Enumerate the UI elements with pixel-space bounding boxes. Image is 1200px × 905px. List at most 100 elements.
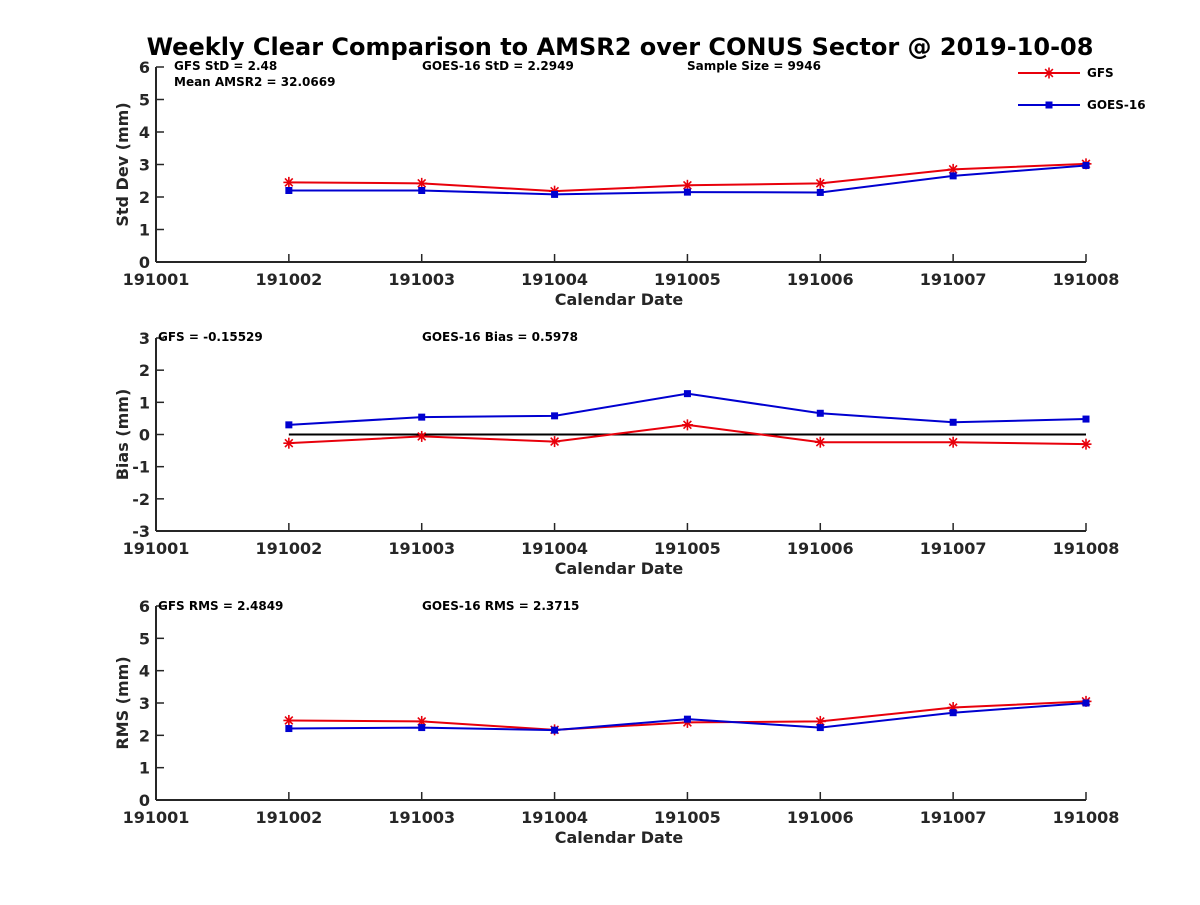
y-tick-label: 0 [139, 426, 150, 445]
data-point-goes-16 [949, 172, 957, 180]
data-point-gfs-stroke-3 [417, 716, 427, 726]
data-point-gfs-stroke-3 [284, 438, 294, 448]
y-tick-label: -2 [132, 490, 150, 509]
y-tick-label: 1 [139, 393, 150, 412]
data-point-gfs-stroke-3 [417, 178, 427, 188]
data-point-goes-16 [816, 409, 824, 417]
data-point-goes-16 [816, 188, 824, 196]
data-point-gfs-stroke-3 [284, 716, 294, 725]
data-point-goes-16 [1082, 161, 1090, 169]
panel-2: -3 -2 -1 0 1 2 3 191001 191002 191003 191004 191005… [113, 329, 1119, 578]
data-point-goes-16 [683, 715, 691, 723]
data-point-goes-16 [551, 190, 559, 198]
x-tick-label: 191005 [654, 808, 721, 827]
x-tick-label: 191002 [255, 808, 322, 827]
stat-annotation: GOES-16 StD = 2.2949 [422, 59, 574, 73]
x-tick-label: 191007 [920, 270, 987, 289]
y-tick-label: 3 [139, 329, 150, 348]
data-point-goes-16 [285, 187, 293, 194]
data-point-gfs [549, 436, 561, 448]
data-point-gfs-stroke-3 [948, 437, 958, 447]
x-tick-label: 191006 [787, 270, 854, 289]
y-tick-label: 6 [139, 58, 150, 77]
y-axis-label: Bias (mm) [113, 389, 132, 481]
x-tick-label: 191006 [787, 808, 854, 827]
y-tick-label: 3 [139, 156, 150, 175]
x-axis-label: Calendar Date [555, 828, 684, 847]
data-point-gfs-stroke-3 [815, 716, 825, 726]
data-point-goes-16 [285, 421, 293, 429]
x-tick-label: 191004 [521, 808, 588, 827]
x-tick-label: 191001 [123, 270, 190, 289]
data-point-gfs-stroke-3 [284, 177, 294, 187]
data-point-goes-16 [551, 412, 559, 420]
data-point-gfs [283, 714, 295, 726]
y-tick-label: 2 [139, 188, 150, 207]
x-tick-label: 191008 [1053, 539, 1120, 558]
data-point-gfs [814, 177, 826, 189]
y-tick-label: 1 [139, 221, 150, 240]
y-tick-label: 4 [139, 662, 150, 681]
y-tick-label: 0 [139, 253, 150, 272]
x-tick-label: 191002 [255, 539, 322, 558]
x-axis-label: Calendar Date [555, 559, 684, 578]
data-point-gfs [814, 436, 826, 448]
data-point-goes-16 [683, 390, 691, 398]
stat-annotation: GOES-16 RMS = 2.3715 [422, 599, 579, 613]
y-tick-label: 1 [139, 759, 150, 778]
data-point-goes-16 [1082, 699, 1090, 707]
stat-annotation: Sample Size = 9946 [687, 59, 821, 73]
data-point-gfs [947, 436, 959, 448]
legend-entry-label: GOES-16 [1087, 98, 1146, 112]
y-axis-label: RMS (mm) [113, 656, 132, 749]
data-point-goes-16 [816, 724, 824, 732]
data-point-gfs-stroke-3 [1081, 439, 1091, 449]
y-tick-label: -3 [132, 522, 150, 541]
y-tick-label: 0 [139, 791, 150, 810]
data-point-gfs-stroke-3 [682, 180, 692, 190]
stat-annotation: Mean AMSR2 = 32.0669 [174, 75, 335, 89]
x-tick-label: 191008 [1053, 270, 1120, 289]
x-tick-label: 191007 [920, 808, 987, 827]
legend-marker-stroke-3 [1044, 68, 1054, 78]
y-tick-label: 4 [139, 123, 150, 142]
data-point-gfs [416, 430, 428, 442]
data-point-goes-16 [683, 188, 691, 196]
data-point-gfs-stroke-3 [550, 437, 560, 447]
legend-marker [1043, 67, 1055, 79]
x-tick-label: 191003 [388, 270, 455, 289]
y-tick-label: 3 [139, 694, 150, 713]
panel-3: 0 1 2 3 4 5 6 191001 191002 191003 191004 191005 191… [113, 597, 1119, 847]
x-axis-label: Calendar Date [555, 290, 684, 309]
data-point-gfs [1080, 438, 1092, 450]
y-axis-label: Std Dev (mm) [113, 102, 132, 226]
x-tick-label: 191005 [654, 539, 721, 558]
stat-annotation: GFS = -0.15529 [158, 330, 263, 344]
legend-entry-label: GFS [1087, 66, 1114, 80]
y-tick-label: 2 [139, 361, 150, 380]
x-tick-label: 191002 [255, 270, 322, 289]
data-point-gfs [283, 176, 295, 188]
data-point-goes-16 [1082, 415, 1090, 423]
data-point-goes-16 [418, 724, 426, 732]
x-tick-label: 191003 [388, 539, 455, 558]
data-point-goes-16 [285, 725, 293, 733]
y-tick-label: 5 [139, 629, 150, 648]
stat-annotation: GFS StD = 2.48 [174, 59, 277, 73]
stat-annotation: GFS RMS = 2.4849 [158, 599, 283, 613]
x-tick-label: 191001 [123, 539, 190, 558]
data-point-goes-16 [418, 187, 426, 194]
chart-title: Weekly Clear Comparison to AMSR2 over CO… [147, 33, 1094, 61]
y-tick-label: -1 [132, 458, 150, 477]
legend-marker [1045, 101, 1053, 109]
data-point-gfs-stroke-3 [682, 420, 692, 430]
data-point-goes-16 [418, 413, 426, 421]
x-tick-label: 191001 [123, 808, 190, 827]
stat-annotation: GOES-16 Bias = 0.5978 [422, 330, 578, 344]
x-tick-label: 191007 [920, 539, 987, 558]
data-point-gfs [283, 437, 295, 449]
x-tick-label: 191008 [1053, 808, 1120, 827]
x-tick-label: 191005 [654, 270, 721, 289]
